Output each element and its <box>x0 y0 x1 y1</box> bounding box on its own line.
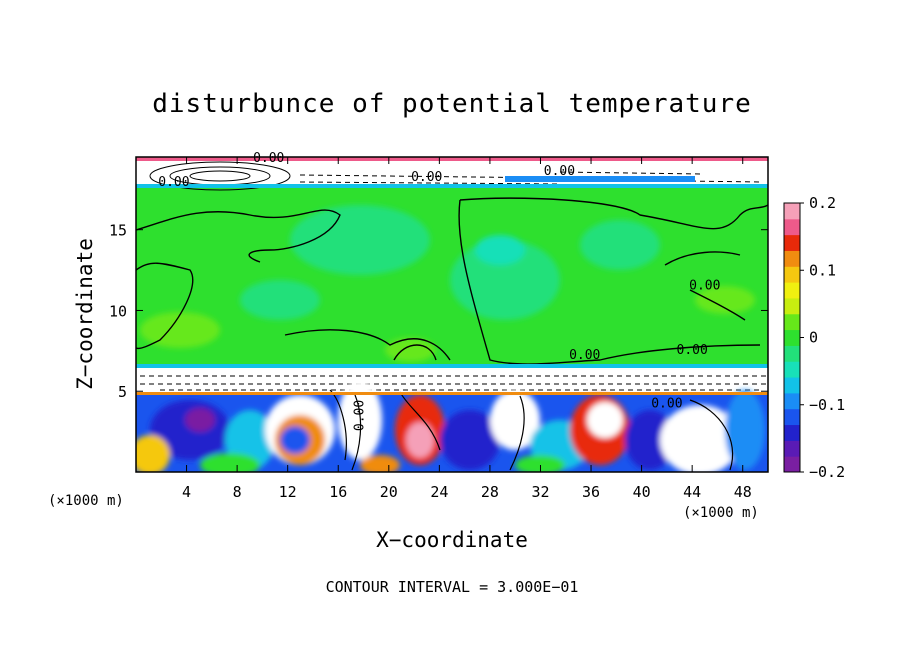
contour-label: 0.00 <box>677 343 708 358</box>
x-tick-label: 16 <box>329 483 347 501</box>
colorbar-tick-label: 0 <box>809 329 818 347</box>
colorbar-swatch <box>784 377 800 394</box>
colorbar-ticks: 0.2 0.1 0 −0.1 −0.2 <box>800 194 845 481</box>
x-tick-label: 28 <box>481 483 499 501</box>
contour-interval: CONTOUR INTERVAL = 3.000E−01 <box>326 578 579 596</box>
mid-level-shading <box>140 205 755 362</box>
colorbar-swatch <box>784 456 800 473</box>
contour-label: 0.00 <box>353 400 368 431</box>
x-unit-left: (×1000 m) <box>48 493 124 509</box>
boundary-layer-field <box>136 380 768 472</box>
colorbar-swatch <box>784 297 800 315</box>
x-tick-label: 20 <box>380 483 398 501</box>
colorbar-swatch <box>784 234 800 251</box>
y-tick-label: 15 <box>109 222 127 240</box>
contour-label: 0.00 <box>544 164 575 179</box>
x-tick-label: 24 <box>430 483 448 501</box>
x-axis-label: X−coordinate <box>376 528 528 552</box>
lower-band-dashes <box>140 375 768 391</box>
mid-contours <box>136 197 768 365</box>
colorbar-swatch <box>784 329 800 346</box>
colorbar-swatch <box>784 424 800 441</box>
colorbar-swatch <box>784 250 800 267</box>
contour-label: 0.00 <box>158 175 189 190</box>
x-tick-label: 12 <box>279 483 297 501</box>
contour-label: 0.00 <box>411 170 442 185</box>
x-unit-right: (×1000 m) <box>683 505 759 521</box>
colorbar-swatch <box>784 266 800 283</box>
upper-band <box>136 157 768 188</box>
colorbar-swatch <box>784 345 800 362</box>
x-tick-label: 4 <box>182 483 191 501</box>
x-tick-label: 44 <box>683 483 701 501</box>
colorbar-swatch <box>784 440 800 457</box>
contour-label: 0.00 <box>689 278 720 293</box>
chart-title: disturbunce of potential temperature <box>152 89 752 119</box>
x-tick-label: 32 <box>531 483 549 501</box>
lower-band <box>136 366 768 396</box>
contour-label: 0.00 <box>569 348 600 363</box>
colorbar-swatch <box>784 361 800 378</box>
colorbar-tick-label: −0.2 <box>809 463 845 481</box>
colorbar-swatch <box>784 408 800 426</box>
y-tick-label: 5 <box>118 383 127 401</box>
colorbar-swatch <box>784 282 800 299</box>
band-edge <box>136 392 768 395</box>
plot-frame <box>135 156 769 473</box>
colorbar-tick-label: −0.1 <box>809 396 845 414</box>
y-axis-label: Z−coordinate <box>73 238 97 390</box>
colorbar-swatch <box>784 392 800 410</box>
contour-label: 0.00 <box>651 396 682 411</box>
contour-labels: 0.00 0.00 0.00 0.00 0.00 0.00 0.00 0.00 0.00 <box>158 151 720 431</box>
upper-band-details <box>136 157 768 191</box>
x-tick-label: 8 <box>233 483 242 501</box>
x-tick-label: 36 <box>582 483 600 501</box>
colorbar-tick-label: 0.1 <box>809 261 836 279</box>
x-tick-label: 48 <box>734 483 752 501</box>
contour-label: 0.00 <box>253 151 284 166</box>
colorbar <box>783 202 801 473</box>
colorbar-tick-label: 0.2 <box>809 194 836 212</box>
x-tick-label: 40 <box>633 483 651 501</box>
plot-area <box>136 157 768 472</box>
colorbar-swatch <box>784 313 800 331</box>
colorbar-swatch <box>784 203 800 220</box>
x-axis-ticks: 4 8 12 16 20 24 28 32 36 40 44 48 <box>182 157 752 501</box>
colorbar-swatch <box>784 218 800 236</box>
y-axis-ticks: 5 10 15 <box>109 222 768 401</box>
y-tick-label: 10 <box>109 302 127 320</box>
